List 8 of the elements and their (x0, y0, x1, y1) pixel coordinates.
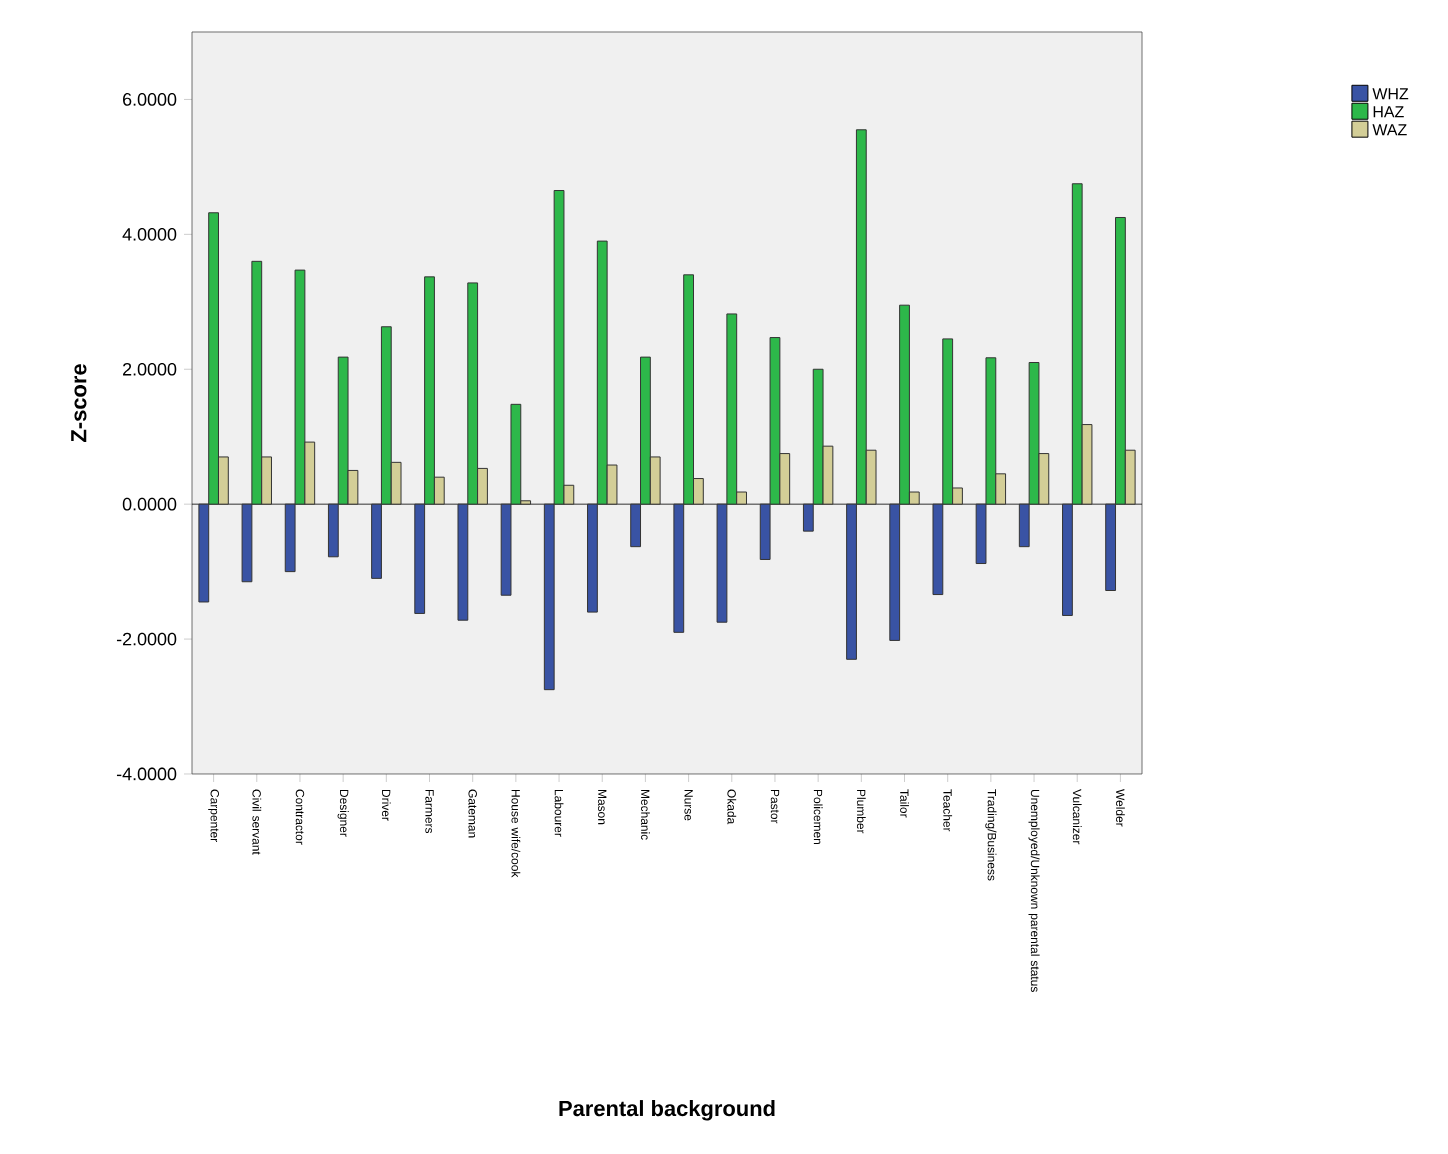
y-tick-label: 0.0000 (122, 497, 177, 511)
y-tick-label: 2.0000 (123, 362, 177, 376)
y-tick-label: 4.0000 (122, 227, 177, 241)
y-tick-label: -4.0000 (116, 767, 177, 781)
x-axis-title: Parental background (559, 1100, 775, 1121)
y-axis-title: Z-score (71, 364, 87, 442)
y-tick-label: -2.0000 (116, 632, 177, 646)
y-tick-label: 6.0000 (123, 93, 177, 106)
